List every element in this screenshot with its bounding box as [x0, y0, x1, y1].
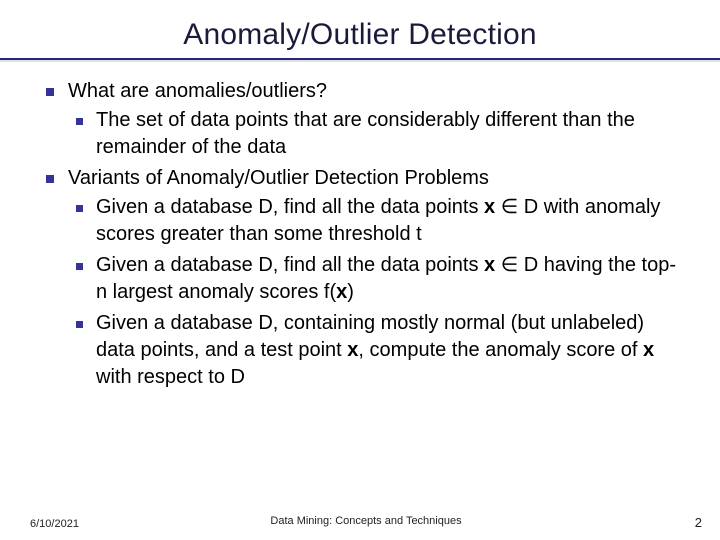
bold-var-x: x [484, 196, 495, 218]
bullet-list-level2: Given a database D, find all the data po… [68, 194, 680, 391]
bullet-list-level1: What are anomalies/outliers? The set of … [40, 78, 680, 391]
footer-date: 6/10/2021 [30, 518, 79, 530]
bullet-text: Given a database D, find all the data po… [96, 196, 484, 218]
bold-var-x: x [484, 254, 495, 276]
bullet-item: Given a database D, containing mostly no… [68, 310, 680, 391]
bullet-item: What are anomalies/outliers? The set of … [40, 78, 680, 161]
bullet-text: Variants of Anomaly/Outlier Detection Pr… [68, 167, 489, 189]
bullet-text: with respect to D [96, 366, 245, 388]
bold-var-x: x [643, 339, 654, 361]
bullet-text: The set of data points that are consider… [96, 109, 635, 158]
bullet-list-level2: The set of data points that are consider… [68, 107, 680, 161]
slide-content: What are anomalies/outliers? The set of … [30, 60, 690, 391]
bullet-text: , compute the anomaly score of [358, 339, 643, 361]
footer-source: Data Mining: Concepts and Techniques [270, 515, 461, 527]
bullet-item: Given a database D, find all the data po… [68, 252, 680, 306]
bullet-item: The set of data points that are consider… [68, 107, 680, 161]
bullet-item: Given a database D, find all the data po… [68, 194, 680, 248]
footer-pagenum: 2 [695, 515, 702, 530]
bullet-text: ) [347, 281, 354, 303]
slide-title: Anomaly/Outlier Detection [30, 18, 690, 52]
bullet-text: What are anomalies/outliers? [68, 80, 327, 102]
bullet-item: Variants of Anomaly/Outlier Detection Pr… [40, 165, 680, 391]
bold-var-x: x [347, 339, 358, 361]
slide-root: Anomaly/Outlier Detection What are anoma… [0, 0, 720, 540]
slide-footer: 6/10/2021 Data Mining: Concepts and Tech… [30, 515, 702, 530]
bullet-text: Given a database D, find all the data po… [96, 254, 484, 276]
bold-var-x: x [336, 281, 347, 303]
